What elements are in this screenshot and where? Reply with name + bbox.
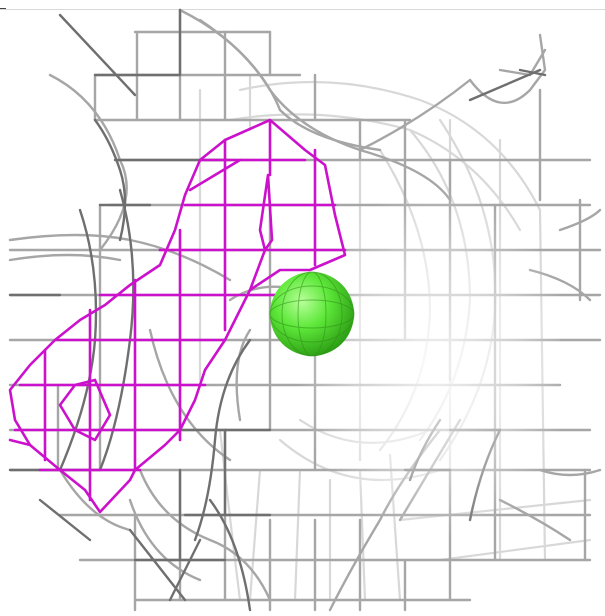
atom-sphere-green[interactable] bbox=[269, 271, 355, 357]
corner-tick bbox=[0, 8, 6, 9]
electron-density-mesh-magenta bbox=[8, 118, 347, 514]
top-divider bbox=[0, 9, 605, 10]
